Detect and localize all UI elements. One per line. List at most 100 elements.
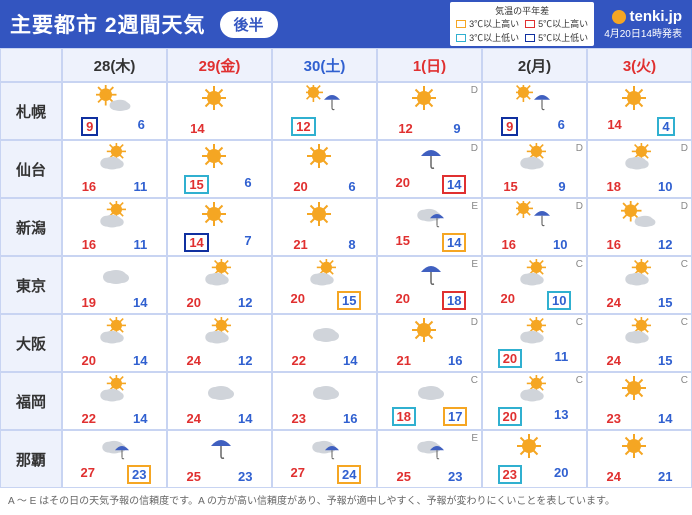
reliability: C: [471, 375, 478, 386]
temp-high: 20: [498, 291, 518, 310]
weather-icon: [201, 375, 239, 405]
weather-icon: [516, 143, 554, 173]
temp-high: 14: [184, 233, 208, 252]
temp-high: 23: [604, 411, 624, 426]
temp-low: 6: [241, 175, 254, 194]
temps: 14: [168, 121, 271, 136]
temp-low: 21: [655, 469, 675, 484]
weather-icon: [306, 375, 344, 405]
weather-cell: 23 20: [482, 430, 587, 488]
reliability: E: [471, 201, 478, 212]
legend-text: 3℃以上低い: [469, 31, 519, 44]
temp-low: 16: [340, 411, 360, 426]
temps: 16 11: [63, 237, 166, 252]
weather-icon: [201, 201, 239, 231]
temps: 20 14: [378, 175, 481, 194]
weather-icon: [621, 85, 659, 115]
temps: 24 15: [588, 353, 691, 368]
weather-cell: 22 14: [62, 372, 167, 430]
weather-icon: [621, 317, 659, 347]
brand-logo: tenki.jp: [612, 8, 682, 25]
temps: 16 11: [63, 179, 166, 194]
reliability: D: [471, 317, 478, 328]
city-row: 仙台 16 11 15 6 20 6 D 20 14 D 15 9 D 18: [0, 140, 692, 198]
weather-icon: [411, 433, 449, 463]
temps: 23 16: [273, 411, 376, 426]
legend-swatch: [525, 34, 535, 42]
weather-cell: C 20 11: [482, 314, 587, 372]
weather-cell: 20 15: [272, 256, 377, 314]
temp-low: 12: [235, 295, 255, 310]
temp-low: 23: [445, 469, 465, 484]
temp-low: 23: [127, 465, 151, 484]
temp-low: 11: [131, 179, 151, 194]
weather-icon: [201, 143, 239, 173]
legend-swatch: [525, 20, 535, 28]
footer-note: A ～ E はその日の天気予報の信頼度です。A の方が高い信頼度があり、予報が適…: [0, 488, 692, 511]
reliability: D: [471, 143, 478, 154]
temp-high: 9: [81, 117, 98, 136]
weather-cell: C 24 15: [587, 256, 692, 314]
temp-high: 24: [184, 411, 204, 426]
temps: 14 7: [168, 233, 271, 252]
temp-high: 15: [184, 175, 208, 194]
legend-text: 3℃以上高い: [469, 17, 519, 30]
temps: 22 14: [273, 353, 376, 368]
temps: 19 14: [63, 295, 166, 310]
reliability: C: [576, 375, 583, 386]
temp-high: 16: [79, 237, 99, 252]
temps: 25 23: [168, 469, 271, 484]
weather-cell: 20 14: [62, 314, 167, 372]
temp-high: 21: [394, 353, 414, 368]
temp-high: 18: [392, 407, 416, 426]
temps: 20 6: [273, 179, 376, 194]
weather-cell: 20 6: [272, 140, 377, 198]
weather-cell: D 21 16: [377, 314, 482, 372]
temp-low: [352, 117, 358, 136]
weather-cell: 9 6: [62, 82, 167, 140]
weather-icon: [411, 317, 449, 347]
temps: 18 10: [588, 179, 691, 194]
day-header: 30(土): [272, 48, 377, 82]
weather-cell: C 20 13: [482, 372, 587, 430]
temps: 16 12: [588, 237, 691, 252]
temp-low: 11: [552, 349, 572, 368]
weather-cell: 24 12: [167, 314, 272, 372]
temps: 16 10: [483, 237, 586, 252]
temp-low: 9: [450, 121, 463, 136]
temp-high: 20: [79, 353, 99, 368]
city-label: 東京: [0, 256, 62, 314]
weather-cell: 16 11: [62, 198, 167, 256]
weather-icon: [96, 259, 134, 289]
reliability: C: [681, 317, 688, 328]
legend-swatch: [456, 20, 466, 28]
temp-high: 16: [499, 237, 519, 252]
weather-icon: [411, 375, 449, 405]
temp-high: 20: [288, 291, 308, 310]
temps: 20 14: [63, 353, 166, 368]
temp-high: 15: [393, 233, 413, 252]
temps: 12: [273, 117, 376, 136]
temps: 20 11: [483, 349, 586, 368]
temp-high: 24: [604, 469, 624, 484]
period-pill: 後半: [220, 11, 278, 38]
temp-high: 20: [498, 407, 522, 426]
weather-icon: [306, 259, 344, 289]
legend-swatch: [456, 34, 466, 42]
weather-cell: 16 11: [62, 140, 167, 198]
weather-icon: [411, 201, 449, 231]
city-label: 大阪: [0, 314, 62, 372]
temp-low: 18: [442, 291, 466, 310]
temps: 20 13: [483, 407, 586, 426]
weather-icon: [621, 201, 659, 231]
temps: 24 12: [168, 353, 271, 368]
weather-cell: E 20 18: [377, 256, 482, 314]
reliability: C: [576, 259, 583, 270]
weather-cell: D 12 9: [377, 82, 482, 140]
corner-cell: [0, 48, 62, 82]
temp-high: 20: [393, 175, 413, 194]
temp-low: 6: [555, 117, 568, 136]
temps: 9 6: [63, 117, 166, 136]
temp-low: 23: [235, 469, 255, 484]
city-label: 福岡: [0, 372, 62, 430]
